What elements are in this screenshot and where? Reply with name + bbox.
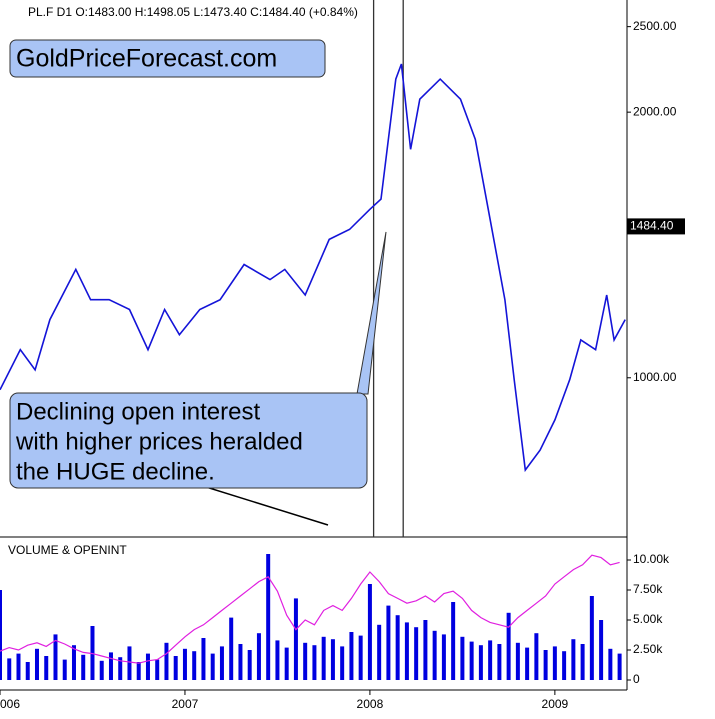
- volume-bar: [469, 641, 474, 681]
- volume-bar: [358, 635, 363, 681]
- volume-bar: [321, 636, 326, 681]
- volume-bar: [534, 633, 539, 681]
- panel-title: VOLUME & OPENINT: [8, 543, 127, 557]
- chart-title: PL.F D1 O:1483.00 H:1498.05 L:1473.40 C:…: [28, 5, 358, 19]
- volume-bar: [53, 634, 58, 681]
- volume-bar: [118, 657, 123, 681]
- volume-bar: [460, 636, 465, 681]
- volume-bar: [441, 634, 446, 681]
- volume-bar: [497, 644, 502, 681]
- volume-bar: [145, 653, 150, 681]
- volume-bar: [201, 638, 206, 681]
- volume-bar: [16, 653, 21, 681]
- callout-text: Declining open interest: [16, 398, 260, 425]
- volume-bar: [25, 662, 30, 681]
- y-tick-label: 2000.00: [633, 104, 677, 118]
- callout-text: with higher prices heralded: [15, 428, 303, 455]
- volume-bar: [608, 648, 613, 681]
- volume-bar: [330, 639, 335, 681]
- volume-bar: [340, 646, 345, 681]
- volume-bar: [293, 598, 298, 681]
- volume-bar: [127, 646, 132, 681]
- x-tick-label: 2009: [542, 697, 569, 711]
- volume-bar: [182, 648, 187, 681]
- volume-bar: [367, 584, 372, 681]
- volume-bar: [173, 656, 178, 681]
- y-tick-label: 10.00k: [633, 552, 670, 566]
- volume-bar: [515, 642, 520, 681]
- callout-text: the HUGE decline.: [16, 458, 215, 485]
- volume-bar: [451, 602, 456, 681]
- volume-bar: [617, 653, 622, 681]
- volume-bar: [386, 605, 391, 681]
- volume-bar: [432, 630, 437, 681]
- x-tick-label: 006: [0, 697, 20, 711]
- volume-bar: [71, 645, 76, 681]
- brand: GoldPriceForecast.com: [16, 45, 277, 73]
- volume-bar: [571, 639, 576, 681]
- volume-bar: [395, 615, 400, 681]
- x-tick-label: 2007: [172, 697, 199, 711]
- price-line: [0, 63, 626, 473]
- volume-bar: [552, 646, 557, 681]
- volume-bar: [404, 622, 409, 681]
- volume-bar: [164, 642, 169, 681]
- volume-bar: [312, 645, 317, 681]
- volume-bar: [303, 642, 308, 681]
- volume-bar: [266, 554, 271, 681]
- volume-bar: [136, 662, 141, 681]
- volume-bar: [478, 645, 483, 681]
- callout-box: [9, 392, 368, 489]
- y-tick-label: 0: [633, 672, 640, 686]
- volume-bar: [414, 627, 419, 681]
- volume-bar: [256, 633, 261, 681]
- marks: [0, 0, 626, 681]
- y-tick-label: 7.50k: [633, 582, 663, 596]
- volume-bar: [525, 647, 530, 681]
- brand-box: [9, 39, 326, 78]
- volume-bar: [238, 644, 243, 681]
- volume-bar: [219, 646, 224, 681]
- volume-bar: [247, 650, 252, 681]
- volume-bar: [589, 596, 594, 681]
- callout-line: [189, 481, 329, 526]
- volume-bar: [275, 640, 280, 681]
- volume-bar: [62, 659, 67, 681]
- volume-bar: [599, 620, 604, 681]
- x-tick-label: 2008: [357, 697, 384, 711]
- volume-bar: [562, 651, 567, 681]
- volume-bar: [543, 650, 548, 681]
- volume-bar: [155, 659, 160, 681]
- open-interest-line: [0, 554, 620, 664]
- y-tick-label: 2.50k: [633, 642, 663, 656]
- volume-bar: [506, 612, 511, 681]
- volume-bar: [81, 654, 86, 681]
- last-price-label: 1484.40: [630, 219, 674, 233]
- volume-bar: [192, 651, 197, 681]
- volume-bar: [7, 658, 12, 681]
- volume-bar: [210, 653, 215, 681]
- y-tick-label: 1000.00: [633, 370, 677, 384]
- volume-bar: [377, 624, 382, 681]
- volume-bar: [34, 648, 39, 681]
- y-tick-label: 2500.00: [633, 19, 677, 33]
- volume-bar: [44, 656, 49, 681]
- last-price-box: [627, 218, 685, 235]
- volume-bar: [108, 652, 113, 681]
- volume-bar: [284, 647, 289, 681]
- volume-bar: [0, 590, 2, 681]
- volume-bar: [488, 640, 493, 681]
- volume-bar: [229, 617, 234, 681]
- volume-bar: [580, 644, 585, 681]
- volume-bar: [99, 660, 104, 681]
- y-tick-label: 5.00k: [633, 612, 663, 626]
- volume-bar: [349, 632, 354, 681]
- volume-bar: [423, 620, 428, 681]
